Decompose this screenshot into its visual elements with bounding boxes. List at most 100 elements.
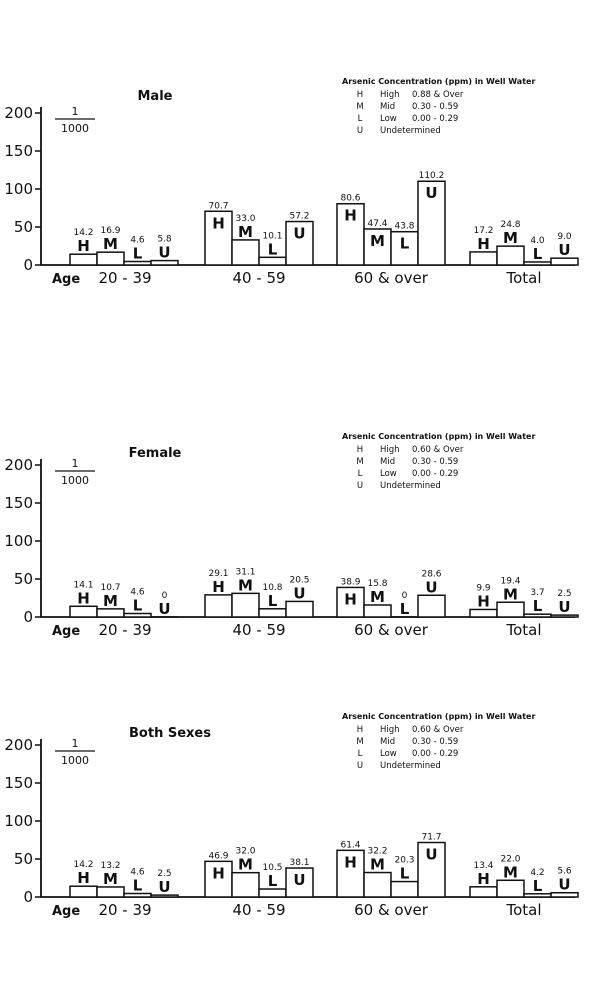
bar-value-label: 47.4: [367, 219, 387, 229]
y-tick-label: 100: [4, 812, 33, 830]
legend-name: High: [380, 445, 400, 455]
scale-numerator: 1: [72, 105, 79, 118]
bar-U: [551, 258, 578, 265]
legend-code: H: [357, 445, 363, 455]
bar-letter: H: [344, 207, 357, 225]
bar-value-label: 13.2: [100, 861, 120, 871]
bar-letter: H: [212, 578, 225, 596]
bar-letter: H: [212, 864, 225, 882]
legend-range: 0.00 - 0.29: [412, 749, 458, 759]
panel-title: Both Sexes: [129, 726, 211, 741]
legend-code: U: [357, 761, 363, 771]
bar-H: [70, 254, 97, 265]
bar-U: [418, 595, 445, 617]
bar-letter: L: [268, 240, 278, 258]
bar-letter: U: [158, 878, 170, 896]
y-tick-label: 50: [14, 850, 33, 868]
legend-range: 0.60 & Over: [412, 725, 464, 735]
scale-denominator: 1000: [61, 122, 89, 135]
bar-H: [70, 606, 97, 617]
bar-M: [232, 240, 259, 265]
bar-letter: M: [103, 235, 118, 253]
legend-name: Undetermined: [380, 481, 441, 491]
bar-value-label: 4.0: [530, 236, 545, 246]
y-tick-label: 200: [4, 736, 33, 754]
category-label: Total: [505, 269, 541, 287]
category-label: Total: [505, 621, 541, 639]
bar-letter: U: [293, 225, 305, 243]
bar-letter: M: [103, 592, 118, 610]
legend-code: M: [356, 457, 363, 467]
bar-letter: M: [503, 229, 518, 247]
bar-letter: H: [344, 590, 357, 608]
legend-title: Arsenic Concentration (ppm) in Well Wate…: [342, 432, 535, 441]
axis-lines: [41, 459, 575, 617]
legend-code: H: [357, 90, 363, 100]
bar-L: [259, 257, 286, 265]
category-label: 20 - 39: [98, 901, 151, 919]
category-label: 60 & over: [354, 621, 429, 639]
bar-letter: M: [370, 856, 385, 874]
bar-letter: U: [293, 584, 305, 602]
bar-value-label: 4.2: [530, 868, 544, 878]
bar-value-label: 22.0: [500, 854, 520, 864]
bar-letter: U: [425, 846, 437, 864]
legend-code: L: [358, 114, 363, 124]
bar-M: [497, 880, 524, 897]
bar-letter: H: [477, 870, 490, 888]
y-tick-label: 200: [4, 456, 33, 474]
bar-letter: H: [77, 869, 90, 887]
y-tick-label: 150: [4, 494, 33, 512]
bar-M: [364, 873, 391, 897]
bar-letter: H: [77, 589, 90, 607]
bar-letter: L: [400, 865, 410, 883]
category-label: Total: [505, 901, 541, 919]
legend-code: L: [358, 749, 363, 759]
bar-value-label: 29.1: [208, 569, 228, 579]
bar-value-label: 70.7: [208, 201, 228, 211]
bar-letter: U: [158, 244, 170, 262]
legend-name: Mid: [380, 457, 395, 467]
bar-letter: L: [533, 597, 543, 615]
bar-H: [470, 609, 497, 617]
bar-letter: L: [133, 597, 143, 615]
bar-value-label: 20.5: [289, 575, 309, 585]
bar-value-label: 4.6: [130, 236, 145, 246]
panel-title: Male: [138, 89, 173, 104]
category-label: 40 - 59: [232, 269, 285, 287]
bar-letter: L: [268, 872, 278, 890]
bar-value-label: 19.4: [500, 576, 520, 586]
bar-value-label: 43.8: [394, 222, 414, 232]
bar-letter: M: [370, 588, 385, 606]
bar-value-label: 31.1: [235, 567, 255, 577]
bar-value-label: 24.8: [500, 220, 520, 230]
legend-range: 0.00 - 0.29: [412, 469, 458, 479]
legend-code: U: [357, 126, 363, 136]
bar-M: [364, 605, 391, 617]
legend-range: 0.30 - 0.59: [412, 102, 458, 112]
bar-M: [97, 252, 124, 265]
bar-value-label: 2.5: [557, 589, 571, 599]
bar-value-label: 10.8: [262, 583, 282, 593]
bar-letter: L: [268, 592, 278, 610]
bar-letter: H: [477, 235, 490, 253]
bar-letter: U: [558, 241, 570, 259]
bar-H: [470, 252, 497, 265]
bar-letter: U: [425, 578, 437, 596]
legend-name: Low: [380, 749, 397, 759]
scale-numerator: 1: [72, 737, 79, 750]
bar-letter: H: [344, 853, 357, 871]
bar-letter: L: [133, 245, 143, 263]
bar-M: [232, 873, 259, 897]
bar-value-label: 3.7: [530, 588, 544, 598]
bar-value-label: 38.9: [340, 577, 360, 587]
bar-value-label: 20.3: [394, 856, 414, 866]
bar-M: [232, 593, 259, 617]
bar-letter: U: [425, 184, 437, 202]
category-label: 60 & over: [354, 901, 429, 919]
legend-range: 0.60 & Over: [412, 445, 464, 455]
legend-range: 0.30 - 0.59: [412, 737, 458, 747]
